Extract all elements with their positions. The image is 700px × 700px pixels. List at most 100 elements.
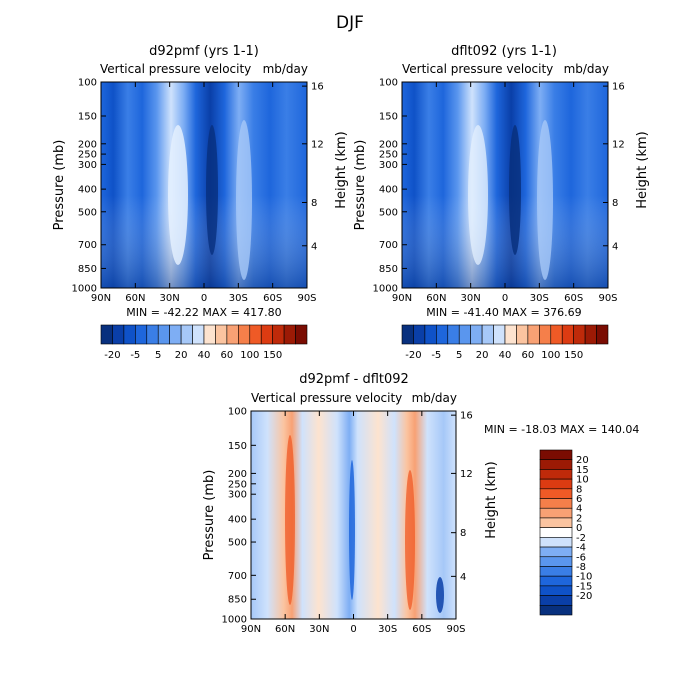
panel-subtitle-right: mb/day [412, 391, 457, 405]
colorbar-swatch [539, 566, 573, 577]
panel-subtitle-right: mb/day [564, 62, 609, 76]
colorbar-swatch [100, 324, 113, 345]
y-axis-label-right: Height (km) [334, 131, 349, 208]
stats-text: MIN = -18.03 MAX = 140.04 [484, 423, 639, 436]
y-axis-label: Pressure (mb) [353, 140, 368, 231]
colorbar-label: 20 [476, 350, 489, 361]
panel-title: d92pmf - dflt092 [299, 372, 409, 387]
page-title: DJF [336, 13, 364, 33]
stats-text: MIN = -41.40 MAX = 376.69 [426, 306, 581, 319]
colorbar-label: 6 [576, 494, 582, 505]
colorbar-swatch [447, 324, 460, 345]
colorbar-label: 100 [240, 350, 259, 361]
colorbar-label: 5 [155, 350, 161, 361]
x-tick-label: 0 [201, 293, 207, 304]
colorbar-label: 5 [456, 350, 462, 361]
neg-anomaly [349, 460, 355, 600]
y-right-tick-label: 4 [612, 241, 618, 252]
light-band [168, 125, 188, 265]
colorbar-swatch [584, 324, 597, 345]
y-tick-label: 300 [228, 490, 247, 501]
y-tick-label: 1000 [72, 284, 97, 295]
colorbar-label: 20 [576, 455, 589, 466]
colorbar-swatch [561, 324, 574, 345]
y-axis-label-right: Height (km) [484, 461, 499, 538]
neg-anomaly [436, 577, 444, 613]
pos-anomaly [285, 435, 295, 605]
colorbar-swatch [481, 324, 494, 345]
x-tick-label: 60S [412, 624, 431, 635]
colorbar-swatch [123, 324, 136, 345]
panel-subtitle-left: Vertical pressure velocity [100, 62, 251, 76]
y-right-tick-label: 16 [460, 411, 473, 422]
colorbar-swatch [539, 507, 573, 519]
panel-subtitle-right: mb/day [263, 62, 308, 76]
colorbar-label: 8 [576, 484, 582, 495]
y-tick-label: 150 [228, 441, 247, 452]
colorbar-swatch [527, 324, 540, 345]
colorbar-label: 150 [263, 350, 282, 361]
colorbar-swatch [203, 324, 216, 345]
colorbar-label: -6 [576, 552, 586, 563]
colorbar-label: -15 [576, 581, 592, 592]
x-tick-label: 60S [263, 293, 282, 304]
y-right-tick-label: 4 [460, 572, 466, 583]
colorbar-label: 60 [221, 350, 234, 361]
y-right-tick-label: 8 [612, 198, 618, 209]
y-tick-label: 400 [78, 185, 97, 196]
y-tick-label: 850 [228, 595, 247, 606]
colorbar-label: -5 [431, 350, 441, 361]
y-tick-label: 150 [78, 111, 97, 122]
y-right-tick-label: 12 [612, 139, 625, 150]
colorbar-swatch [226, 324, 239, 345]
colorbar-swatch [135, 324, 148, 345]
x-tick-label: 30N [309, 624, 329, 635]
x-tick-label: 0 [350, 624, 356, 635]
colorbar-swatch [401, 324, 414, 345]
light-band [236, 120, 252, 280]
stats-text: MIN = -42.22 MAX = 417.80 [126, 306, 281, 319]
panel-subtitle-left: Vertical pressure velocity [402, 62, 553, 76]
y-tick-label: 500 [78, 207, 97, 218]
x-tick-label: 30S [530, 293, 549, 304]
x-tick-label: 60N [426, 293, 446, 304]
dark-core [509, 125, 521, 255]
y-tick-label: 250 [78, 150, 97, 161]
y-tick-label: 500 [228, 538, 247, 549]
x-tick-label: 30S [229, 293, 248, 304]
light-band [537, 120, 553, 280]
colorbar-swatch [283, 324, 296, 345]
colorbar-swatch [573, 324, 586, 345]
panel-subtitle-left: Vertical pressure velocity [251, 391, 402, 405]
colorbar-label: 60 [522, 350, 535, 361]
generated-axes: 90N 60N 30N 0 30S 60S 90S100150200250300400500… [72, 78, 625, 636]
colorbar-swatch [272, 324, 285, 345]
y-tick-label: 150 [379, 111, 398, 122]
x-tick-label: 90S [598, 293, 617, 304]
colorbar-swatch [539, 517, 573, 528]
plot-field-shade [101, 82, 307, 288]
colorbar-swatch [539, 459, 573, 470]
y-tick-label: 1000 [373, 284, 398, 295]
colorbar-swatch [539, 585, 573, 596]
colorbar-swatch [180, 324, 193, 345]
plot-field-shade [402, 82, 608, 288]
colorbar-label: -20 [576, 591, 592, 602]
colorbar-swatch [596, 324, 609, 345]
colorbar-swatch [424, 324, 437, 345]
x-tick-label: 30N [160, 293, 180, 304]
colorbar-label: 10 [576, 475, 589, 486]
colorbar-label: 150 [564, 350, 583, 361]
y-right-tick-label: 8 [311, 198, 317, 209]
colorbar-swatch [458, 324, 471, 345]
x-tick-label: 60N [275, 624, 295, 635]
dark-core [206, 125, 218, 255]
x-tick-label: 60N [125, 293, 145, 304]
colorbar-label: 40 [499, 350, 512, 361]
y-tick-label: 300 [78, 160, 97, 171]
colorbar-swatch [436, 324, 449, 345]
colorbar-swatch [516, 324, 529, 345]
y-tick-label: 200 [379, 139, 398, 150]
colorbar-swatch [146, 324, 159, 345]
